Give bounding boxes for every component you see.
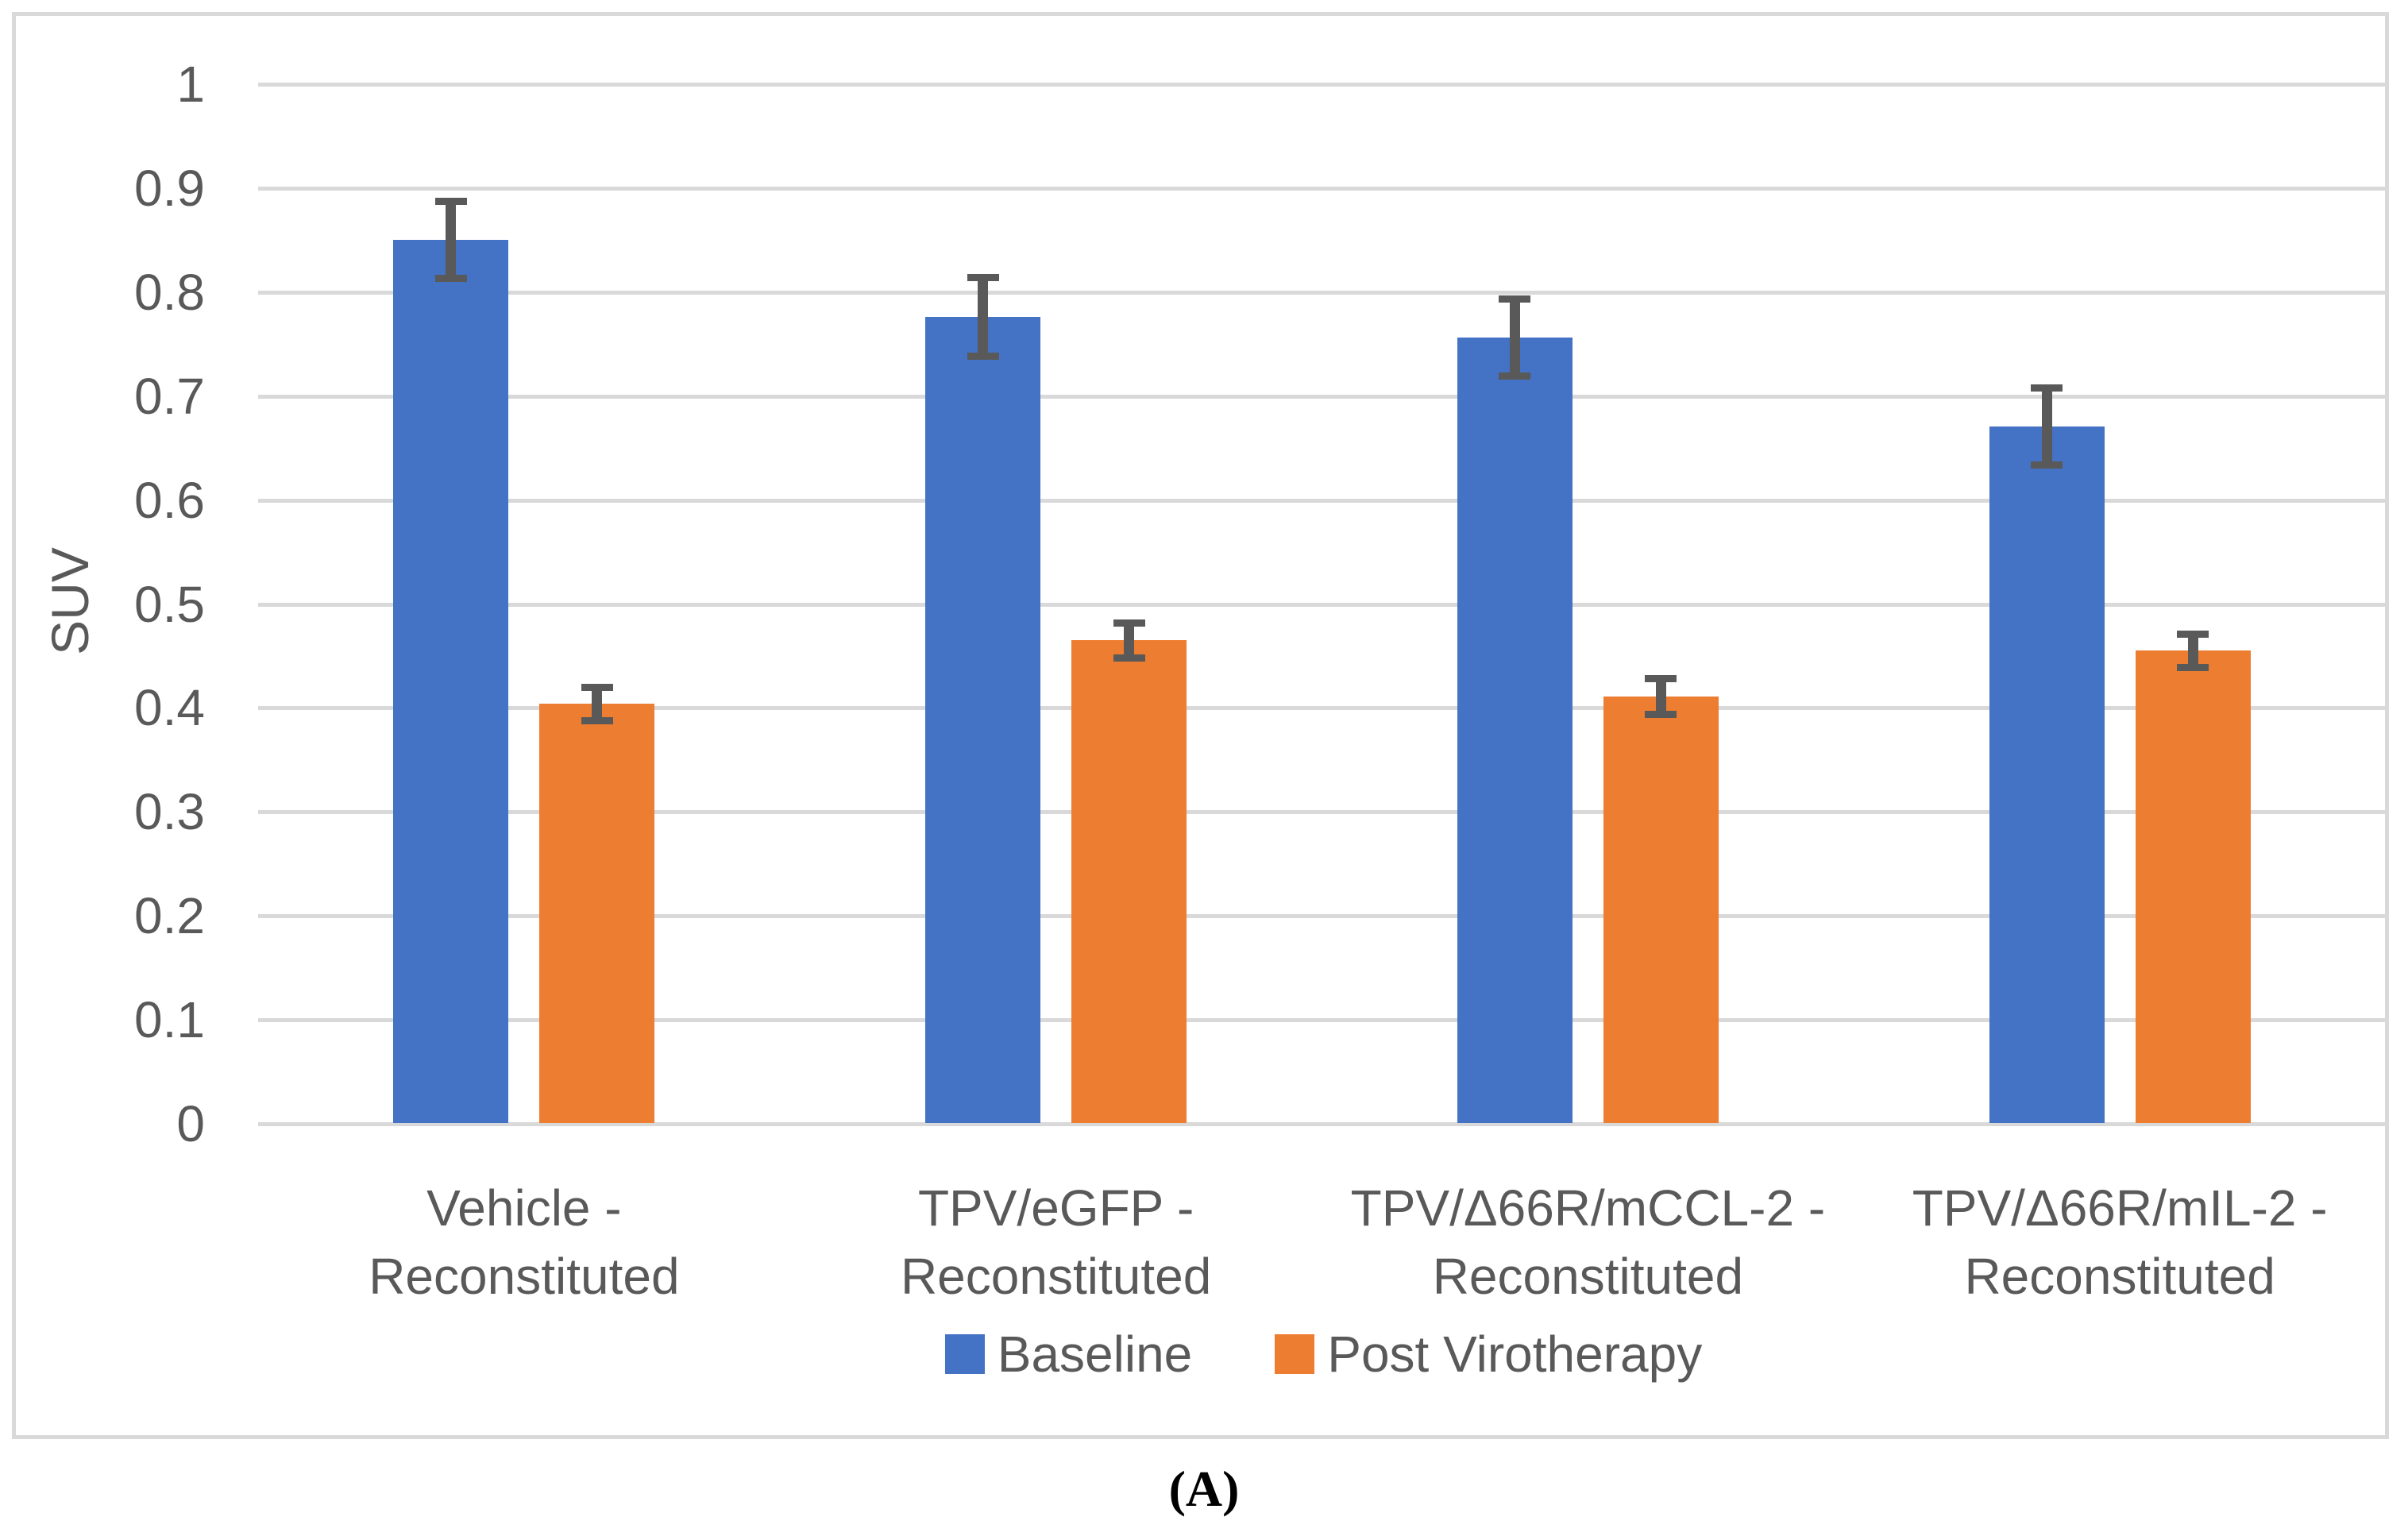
legend-swatch-icon: [944, 1334, 985, 1374]
y-tick-label-0.3: 0.3: [134, 783, 205, 841]
error-bar-cap-bottom: [2031, 461, 2063, 469]
gridline-0: [258, 1122, 2386, 1126]
y-tick-label-0.8: 0.8: [134, 263, 205, 321]
error-bar-line: [1655, 678, 1666, 715]
error-bar-cap-bottom: [1645, 710, 1677, 718]
error-bar-cap-bottom: [2177, 663, 2209, 671]
bar-post-virotherapy-group-1: [539, 704, 655, 1123]
y-tick-label-0.6: 0.6: [134, 471, 205, 529]
y-tick-label-1: 1: [176, 56, 205, 113]
gridline-0.7: [258, 394, 2386, 399]
x-category-label-line: TPV/Δ66R/mCCL-2 -: [1350, 1179, 1826, 1237]
gridline-0.8: [258, 290, 2386, 295]
x-category-label-line: TPV/Δ66R/mIL-2 -: [1912, 1179, 2328, 1237]
legend-item-post-virotherapy: Post Virotherapy: [1275, 1325, 1702, 1384]
y-tick-label-0.5: 0.5: [134, 575, 205, 633]
legend-label: Baseline: [997, 1326, 1193, 1383]
error-bar-cap-bottom: [1113, 654, 1145, 662]
y-axis-title: SUV: [41, 547, 99, 655]
gridline-0.5: [258, 602, 2386, 607]
legend-swatch-icon: [1275, 1334, 1315, 1374]
y-tick-label-0.9: 0.9: [134, 159, 205, 217]
error-bar-line: [1124, 623, 1135, 658]
figure-caption: (A): [1168, 1461, 1240, 1517]
error-bar-line: [1509, 299, 1520, 376]
gridline-0.1: [258, 1018, 2386, 1023]
x-category-label-1: Vehicle - Reconstituted: [246, 1174, 802, 1310]
bar-baseline-group-4: [1989, 426, 2105, 1123]
error-bar-cap-bottom: [434, 275, 467, 283]
y-tick-label-0: 0: [176, 1095, 205, 1152]
gridline-0.9: [258, 186, 2386, 191]
error-bar-cap-bottom: [1499, 372, 1531, 380]
gridline-0.6: [258, 498, 2386, 503]
x-category-label-3: TPV/Δ66R/mCCL-2 - Reconstituted: [1310, 1174, 1866, 1310]
error-bar-cap-bottom: [967, 353, 999, 361]
legend-label: Post Virotherapy: [1327, 1326, 1703, 1383]
bar-post-virotherapy-group-2: [1071, 640, 1187, 1123]
x-category-label-line: Reconstituted: [1432, 1248, 1744, 1305]
bar-baseline-group-1: [393, 240, 509, 1123]
error-bar-cap-top: [1645, 675, 1677, 683]
legend-item-baseline: Baseline: [944, 1325, 1193, 1384]
error-bar-cap-top: [1113, 619, 1145, 627]
x-category-label-line: Reconstituted: [900, 1248, 1212, 1305]
error-bar-cap-top: [581, 683, 613, 691]
error-bar-cap-bottom: [581, 716, 613, 724]
error-bar-cap-top: [434, 198, 467, 206]
x-category-label-line: Reconstituted: [369, 1248, 680, 1305]
y-tick-label-0.1: 0.1: [134, 991, 205, 1049]
y-tick-label-0.4: 0.4: [134, 679, 205, 737]
error-bar-cap-top: [2177, 630, 2209, 638]
x-category-label-line: Vehicle -: [426, 1179, 622, 1237]
legend: Baseline Post Virotherapy: [258, 1325, 2389, 1384]
x-category-label-2: TPV/eGFP - Reconstituted: [778, 1174, 1334, 1310]
bar-post-virotherapy-group-4: [2135, 650, 2251, 1123]
bar-post-virotherapy-group-3: [1603, 697, 1719, 1123]
error-bar-cap-top: [967, 273, 999, 281]
error-bar-line: [978, 277, 989, 357]
error-bar-line: [2187, 634, 2198, 668]
y-tick-label-0.7: 0.7: [134, 367, 205, 425]
x-category-label-line: TPV/eGFP -: [917, 1179, 1194, 1237]
error-bar-cap-top: [1499, 295, 1531, 303]
error-bar-cap-top: [2031, 384, 2063, 392]
bar-baseline-group-2: [925, 317, 1041, 1123]
error-bar-line: [2041, 388, 2052, 465]
x-category-label-line: Reconstituted: [1964, 1248, 2275, 1305]
gridline-0.4: [258, 706, 2386, 711]
gridline-0.2: [258, 914, 2386, 919]
gridline-1: [258, 83, 2386, 87]
y-tick-label-0.2: 0.2: [134, 887, 205, 945]
x-category-label-4: TPV/Δ66R/mIL-2 - Reconstituted: [1842, 1174, 2398, 1310]
error-bar-line: [592, 687, 603, 721]
gridline-0.3: [258, 810, 2386, 815]
error-bar-line: [446, 201, 457, 279]
bar-baseline-group-3: [1457, 338, 1573, 1123]
